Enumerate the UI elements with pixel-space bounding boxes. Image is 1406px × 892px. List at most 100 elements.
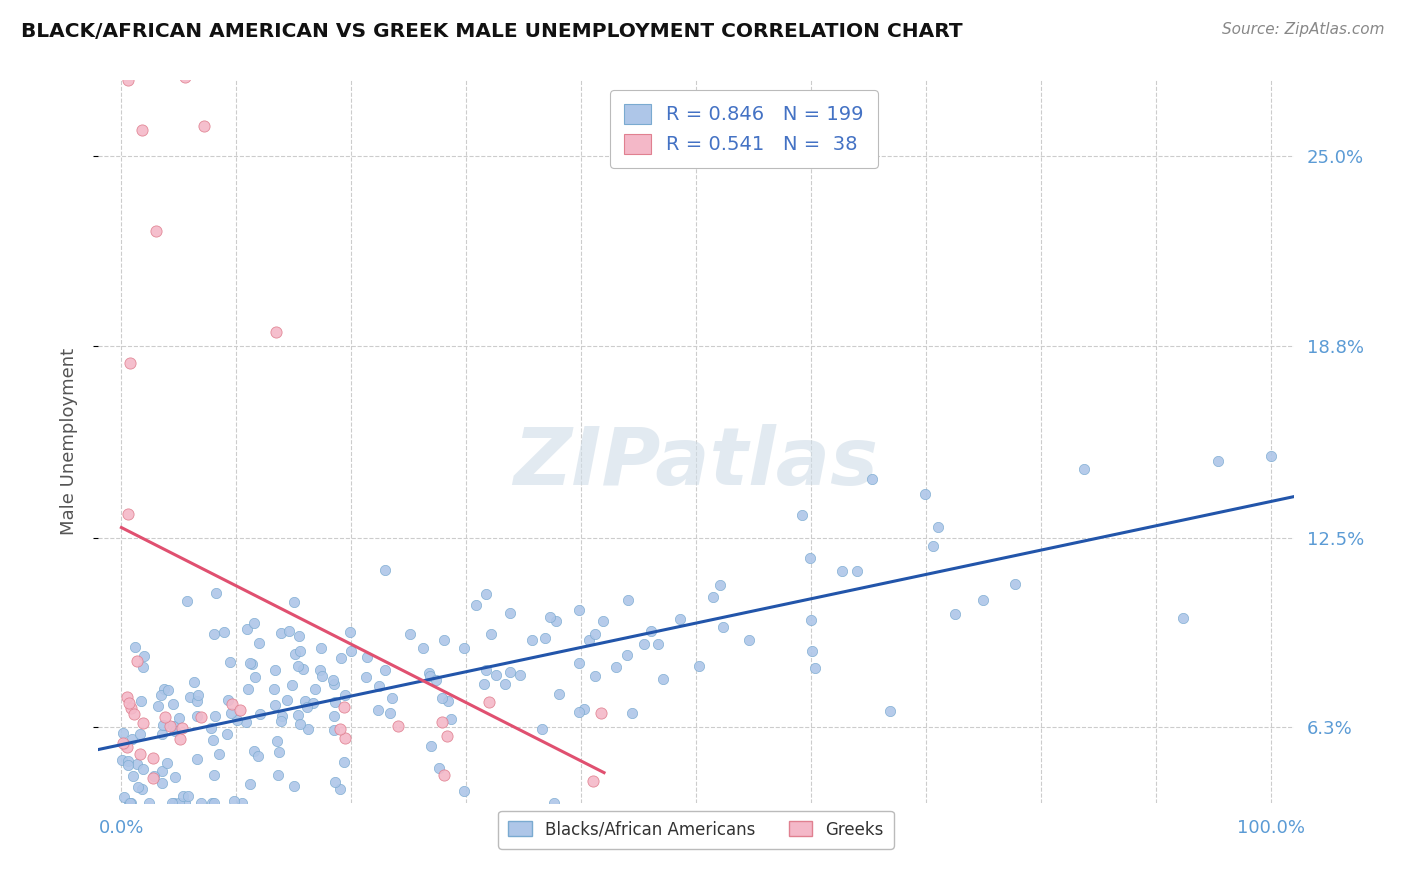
Point <box>311 669 333 683</box>
Point <box>800 613 823 627</box>
Point <box>152 764 174 778</box>
Point <box>131 763 153 777</box>
Point <box>589 706 612 720</box>
Point <box>201 796 224 810</box>
Point <box>186 694 208 708</box>
Point <box>419 669 441 683</box>
Point <box>173 796 195 810</box>
Point <box>453 641 475 656</box>
Point <box>548 687 571 701</box>
Point <box>574 701 596 715</box>
Point <box>309 663 332 677</box>
Point <box>122 768 145 782</box>
Point <box>218 655 240 669</box>
Point <box>200 721 222 735</box>
Point <box>283 780 305 794</box>
Point <box>231 796 253 810</box>
Point <box>163 770 186 784</box>
Point <box>373 563 395 577</box>
Point <box>1171 611 1194 625</box>
Point <box>152 718 174 732</box>
Point <box>534 631 557 645</box>
Point <box>582 774 605 789</box>
Point <box>329 781 352 796</box>
Point <box>264 663 287 677</box>
Point <box>790 508 813 522</box>
Point <box>860 472 883 486</box>
Point <box>484 667 506 681</box>
Point <box>617 593 640 607</box>
Point <box>475 663 498 677</box>
Point <box>222 794 245 808</box>
Point <box>162 697 184 711</box>
Point <box>266 734 288 748</box>
Point <box>212 625 235 640</box>
Point <box>177 789 200 804</box>
Point <box>190 710 212 724</box>
Point <box>202 732 225 747</box>
Point <box>163 796 186 810</box>
Point <box>1206 454 1229 468</box>
Point <box>530 723 553 737</box>
Point <box>148 699 170 714</box>
Point <box>647 637 669 651</box>
Point <box>287 658 309 673</box>
Point <box>202 627 225 641</box>
Point <box>134 649 156 664</box>
Point <box>737 632 759 647</box>
Point <box>669 612 692 626</box>
Point <box>800 644 823 658</box>
Point <box>243 615 266 630</box>
Point <box>799 550 821 565</box>
Point <box>138 796 160 810</box>
Legend: Blacks/African Americans, Greeks: Blacks/African Americans, Greeks <box>498 811 894 848</box>
Point <box>309 641 332 656</box>
Point <box>277 624 299 638</box>
Y-axis label: Male Unemployment: Male Unemployment <box>59 348 77 535</box>
Point <box>205 586 228 600</box>
Point <box>465 598 488 612</box>
Point <box>367 703 389 717</box>
Point <box>440 712 463 726</box>
Point <box>219 706 242 720</box>
Point <box>264 698 287 713</box>
Point <box>287 708 309 723</box>
Point <box>335 688 357 702</box>
Point <box>152 681 174 696</box>
Point <box>433 768 456 782</box>
Point <box>179 690 201 705</box>
Point <box>264 325 287 339</box>
Point <box>114 737 136 751</box>
Point <box>332 755 354 769</box>
Point <box>239 777 262 791</box>
Point <box>323 708 346 723</box>
Point <box>202 768 225 782</box>
Point <box>418 666 440 681</box>
Point <box>149 688 172 702</box>
Point <box>122 707 145 722</box>
Point <box>115 690 138 704</box>
Point <box>433 632 456 647</box>
Point <box>156 756 179 771</box>
Point <box>167 796 190 810</box>
Point <box>112 789 135 804</box>
Point <box>118 697 141 711</box>
Point <box>332 700 354 714</box>
Point <box>276 693 298 707</box>
Point <box>475 587 498 601</box>
Point <box>270 625 292 640</box>
Point <box>246 749 269 764</box>
Point <box>186 709 208 723</box>
Point <box>879 704 901 718</box>
Text: Source: ZipAtlas.com: Source: ZipAtlas.com <box>1222 22 1385 37</box>
Point <box>267 744 290 758</box>
Point <box>339 643 361 657</box>
Point <box>498 606 520 620</box>
Point <box>127 780 149 794</box>
Point <box>479 627 502 641</box>
Point <box>159 719 181 733</box>
Point <box>425 673 447 688</box>
Point <box>236 623 259 637</box>
Point <box>186 752 208 766</box>
Point <box>153 710 176 724</box>
